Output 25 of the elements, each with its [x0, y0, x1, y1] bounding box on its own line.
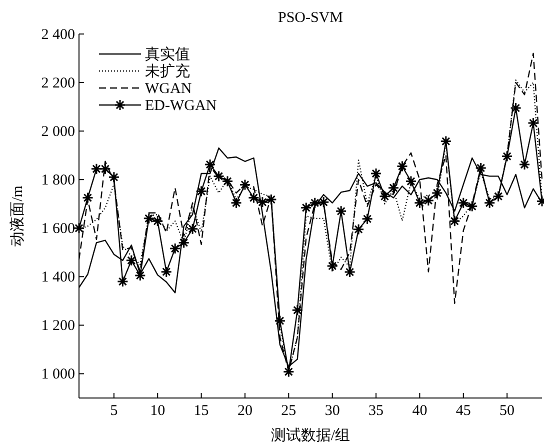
y-tick-label: 1 800 — [41, 172, 75, 189]
x-tick-label: 15 — [194, 403, 209, 419]
x-tick-label: 20 — [237, 403, 252, 419]
x-tick-label: 50 — [500, 403, 515, 419]
x-tick-label: 35 — [368, 403, 384, 419]
x-tick-label: 10 — [150, 403, 166, 419]
legend-label: ED-WGAN — [145, 98, 217, 114]
x-tick-label: 25 — [281, 403, 296, 419]
y-tick-label: 1 000 — [41, 366, 75, 383]
y-tick-label: 2 000 — [41, 124, 75, 140]
y-axis-title: 动液面/m — [9, 185, 26, 246]
x-tick-label: 40 — [412, 403, 428, 419]
x-tick-label: 5 — [110, 403, 118, 419]
x-axis-title: 测试数据/组 — [270, 427, 350, 444]
y-tick-label: 1 600 — [41, 221, 75, 238]
x-tick-label: 45 — [456, 403, 471, 419]
x-tick-label: 30 — [324, 403, 340, 419]
legend-label: WGAN — [145, 81, 192, 97]
y-tick-label: 2 400 — [41, 27, 75, 43]
y-tick-label: 2 200 — [41, 76, 75, 92]
y-tick-label: 1 200 — [41, 318, 75, 334]
legend-label: 未扩充 — [145, 63, 190, 80]
legend-label: 真实值 — [145, 46, 190, 63]
chart-title: PSO-SVM — [278, 10, 344, 26]
y-tick-label: 1 400 — [41, 270, 75, 286]
